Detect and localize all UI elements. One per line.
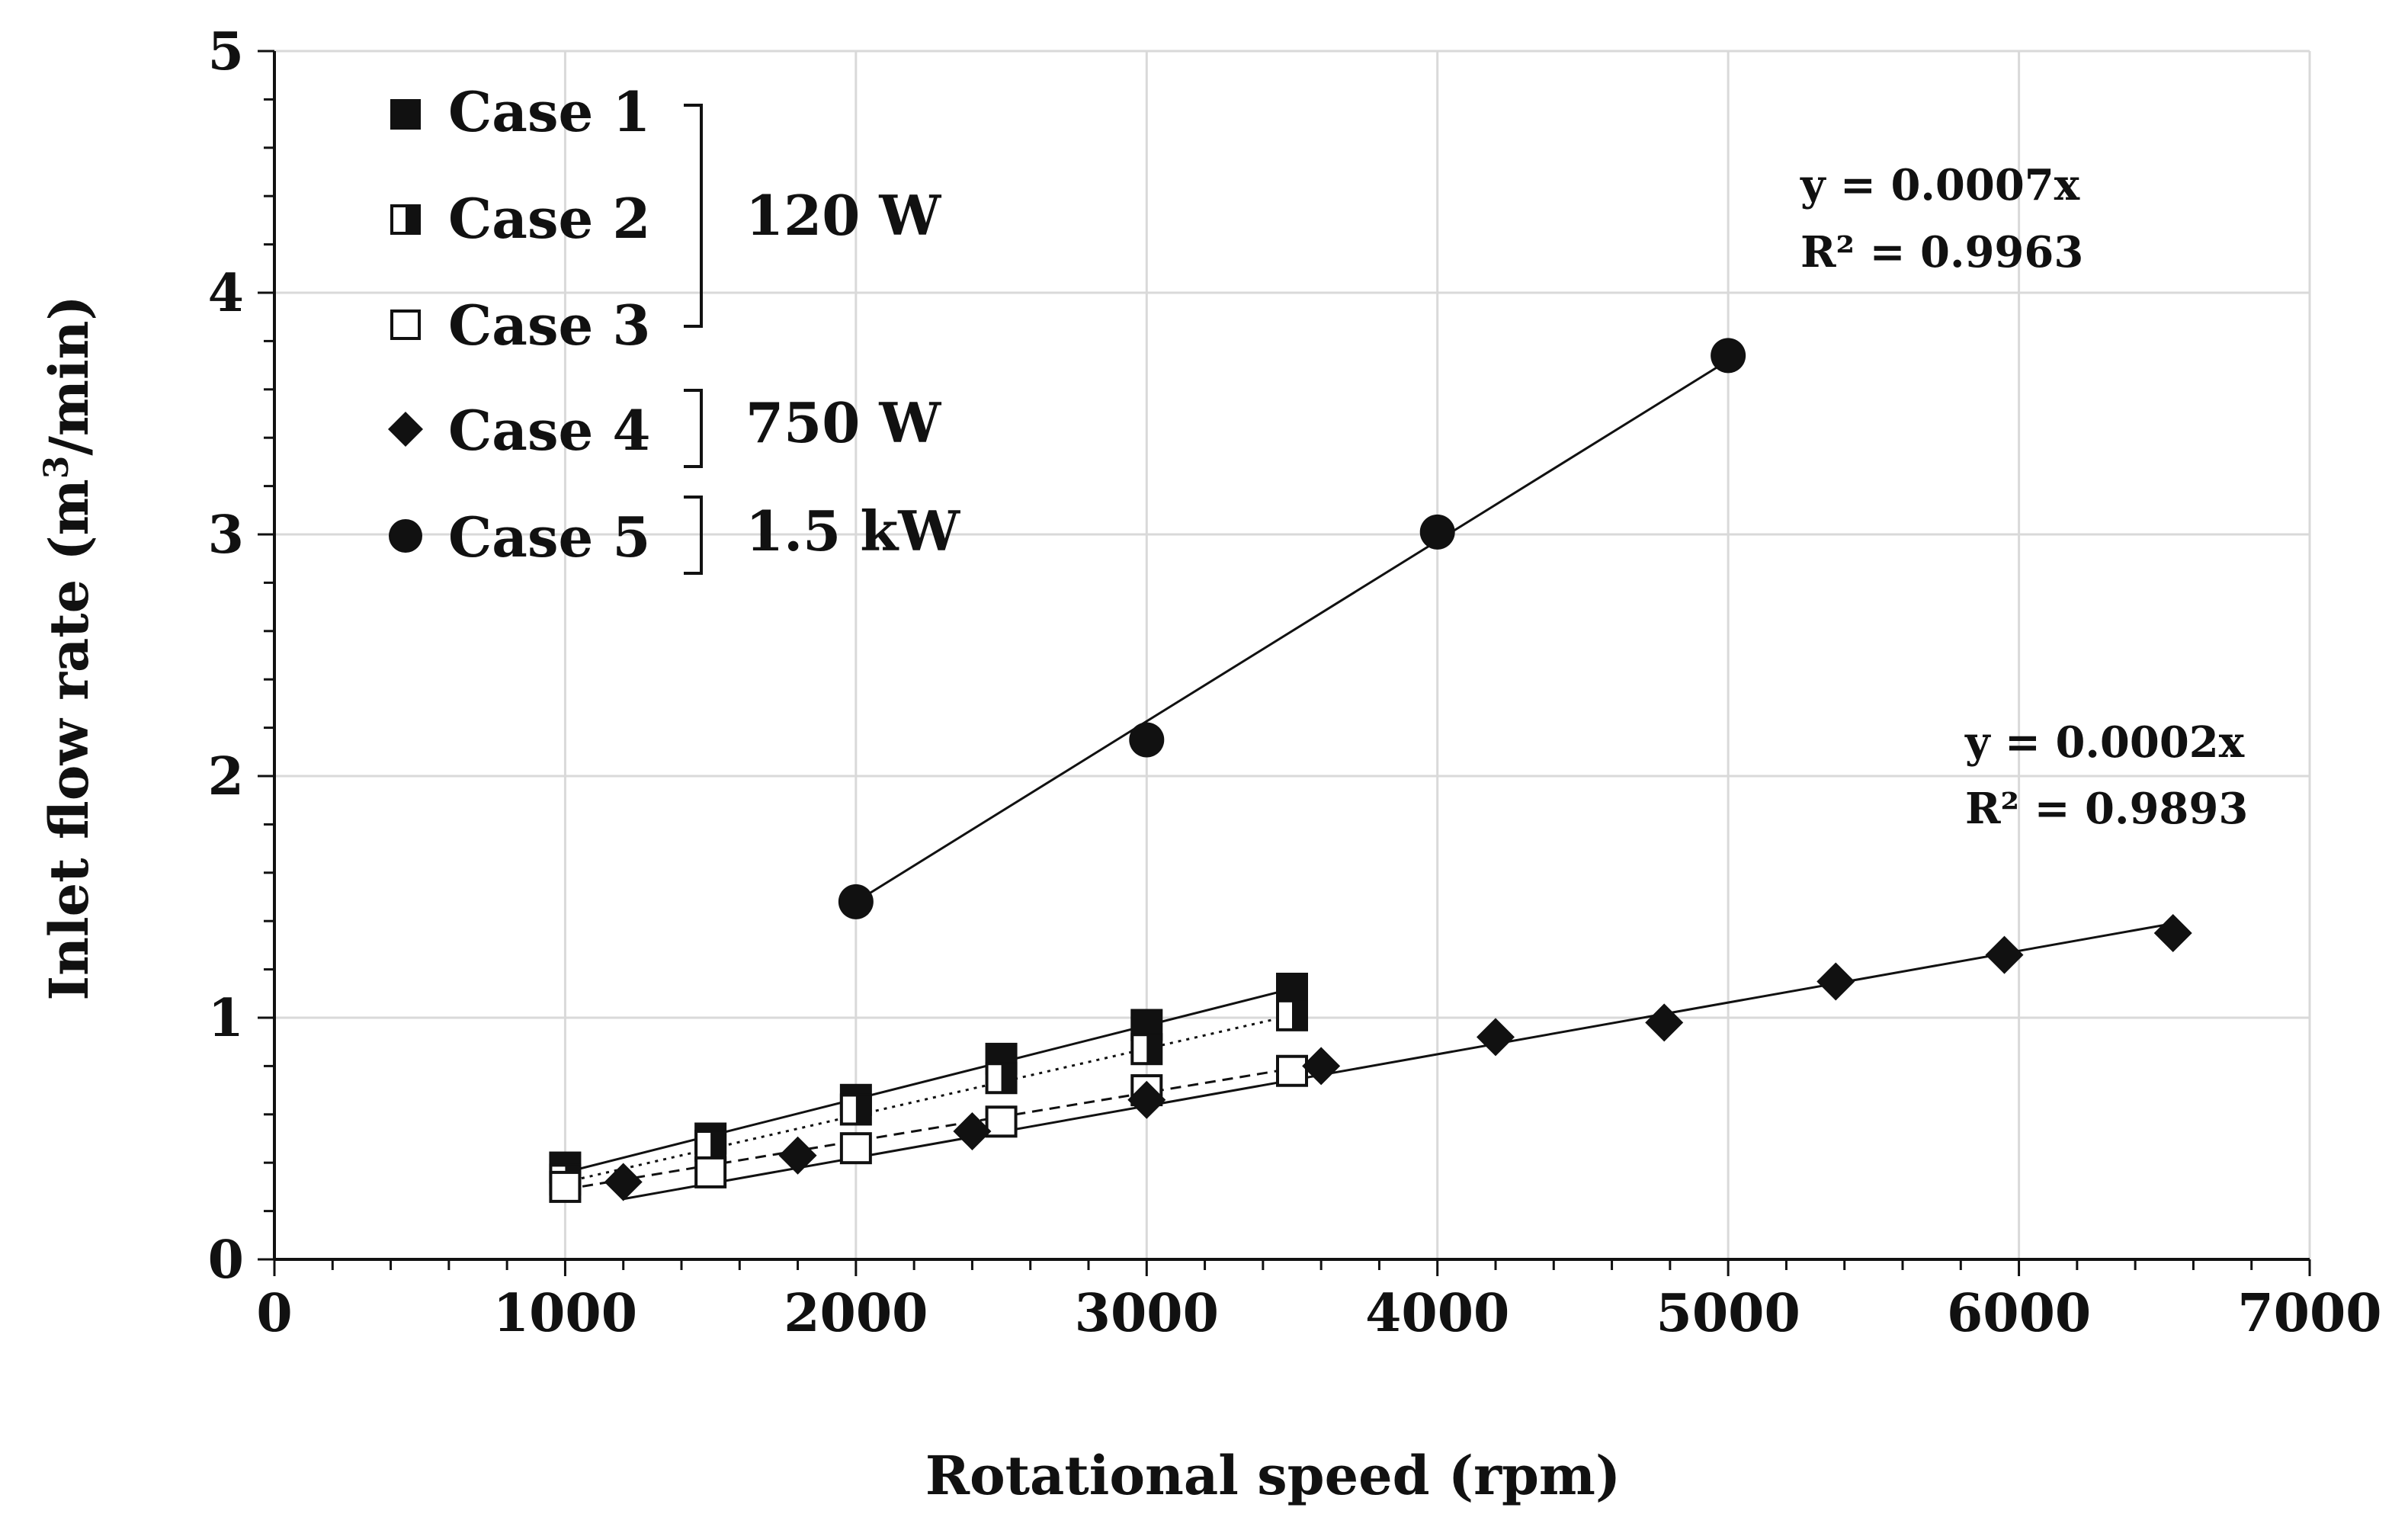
- legend-item-case-2: Case 2: [390, 186, 650, 251]
- data-point-case-5-0: [838, 884, 874, 919]
- bracket-120w: [684, 104, 703, 328]
- legend-marker-case-1: [390, 99, 421, 130]
- y-axis-title-tail: /min): [37, 295, 101, 455]
- data-point-case-2-4: [1130, 1033, 1163, 1066]
- data-point-case-5-2: [1419, 514, 1455, 550]
- data-point-case-4-8: [1985, 935, 2024, 974]
- y-axis-title-sup: 3: [37, 456, 76, 480]
- legend-label-case-1: Case 1: [448, 79, 650, 144]
- data-points: [549, 338, 2192, 1203]
- x-axis-title: Rotational speed (rpm): [925, 1444, 1621, 1507]
- data-point-case-4-9: [2153, 914, 2192, 953]
- legend-marker-case-3: [390, 310, 421, 340]
- fit-line-case-1: [565, 987, 1293, 1174]
- x-tick-label-0: 0: [256, 1283, 292, 1344]
- group-label-750w: 750 W: [745, 390, 941, 455]
- data-point-case-3-2: [839, 1132, 872, 1165]
- y-axis-title: Inlet flow rate (m3/min): [37, 295, 101, 1000]
- x-tick-label-7: 7000: [2237, 1283, 2381, 1344]
- data-point-case-3-1: [694, 1156, 727, 1188]
- legend-item-case-3: Case 3: [390, 293, 650, 358]
- legend-marker-case-4: [388, 412, 423, 447]
- x-tick-label-1: 1000: [493, 1283, 637, 1344]
- legend-label-case-3: Case 3: [448, 293, 650, 358]
- fit-line-case-5: [855, 359, 1729, 903]
- data-point-case-3-0: [549, 1170, 582, 1203]
- x-tick-label-3: 3000: [1075, 1283, 1219, 1344]
- data-point-case-4-2: [953, 1111, 992, 1150]
- y-tick-label-2: 2: [208, 746, 244, 807]
- legend-label-case-5: Case 5: [448, 505, 650, 569]
- data-point-case-5-1: [1129, 722, 1165, 758]
- grid: [274, 50, 2311, 1259]
- annotation-case5-r2: R² = 0.9963: [1800, 227, 2083, 277]
- y-tick-label-4: 4: [208, 263, 244, 324]
- annotation-case5-equation: y = 0.0007x: [1800, 160, 2080, 210]
- legend-item-case-5: Case 5: [389, 505, 650, 569]
- data-point-case-4-4: [1302, 1047, 1341, 1086]
- legend-marker-case-5: [389, 519, 422, 553]
- data-point-case-2-2: [839, 1093, 872, 1126]
- data-point-case-5-3: [1711, 338, 1746, 374]
- data-point-case-2-5: [1276, 999, 1308, 1031]
- y-tick-label-5: 5: [208, 21, 244, 82]
- legend-marker-case-2-fill: [406, 206, 419, 233]
- data-point-case-2-3: [985, 1062, 1018, 1095]
- fit-lines: [565, 359, 2173, 1201]
- data-point-case-2-1: [694, 1130, 727, 1163]
- fit-line-case-2: [565, 1014, 1293, 1184]
- group-label-120w: 120 W: [745, 183, 941, 248]
- data-point-case-4-0: [604, 1163, 643, 1201]
- legend-label-case-2: Case 2: [448, 186, 650, 251]
- fit-line-case-4: [623, 922, 2173, 1201]
- tick-labels: 0 1000 2000 3000 4000 5000 6000 7000 0 1 2 3 4 5: [208, 21, 2382, 1344]
- bracket-750w: [684, 389, 703, 468]
- annotation-case4-r2: R² = 0.9893: [1965, 784, 2248, 834]
- y-tick-label-1: 1: [208, 988, 244, 1049]
- data-point-case-3-5: [1276, 1054, 1308, 1087]
- x-tick-label-2: 2000: [784, 1283, 928, 1344]
- x-tick-label-4: 4000: [1365, 1283, 1509, 1344]
- data-point-case-4-7: [1816, 962, 1855, 1001]
- annotation-case4-equation: y = 0.0002x: [1964, 717, 2245, 768]
- bracket-1-5kw: [684, 496, 703, 575]
- data-point-case-3-3: [985, 1105, 1018, 1138]
- group-label-1-5kw: 1.5 kW: [745, 499, 960, 563]
- axes: [258, 50, 2311, 1276]
- legend-label-case-4: Case 4: [448, 398, 650, 463]
- y-axis-title-main: Inlet flow rate (m: [37, 479, 101, 1000]
- y-tick-label-3: 3: [208, 505, 244, 566]
- legend: Case 1 Case 2 Case 3 Case 4 Case 5 120 W…: [388, 79, 960, 575]
- y-tick-label-0: 0: [208, 1230, 244, 1291]
- legend-item-case-4: Case 4: [388, 398, 650, 463]
- x-tick-label-5: 5000: [1656, 1283, 1800, 1344]
- data-point-case-4-5: [1477, 1018, 1515, 1057]
- legend-item-case-1: Case 1: [390, 79, 650, 144]
- data-point-case-4-3: [1127, 1080, 1166, 1119]
- data-point-case-4-6: [1645, 1003, 1684, 1042]
- fit-line-case-3: [565, 1067, 1293, 1191]
- data-point-case-4-1: [778, 1136, 817, 1175]
- x-tick-label-6: 6000: [1947, 1283, 2091, 1344]
